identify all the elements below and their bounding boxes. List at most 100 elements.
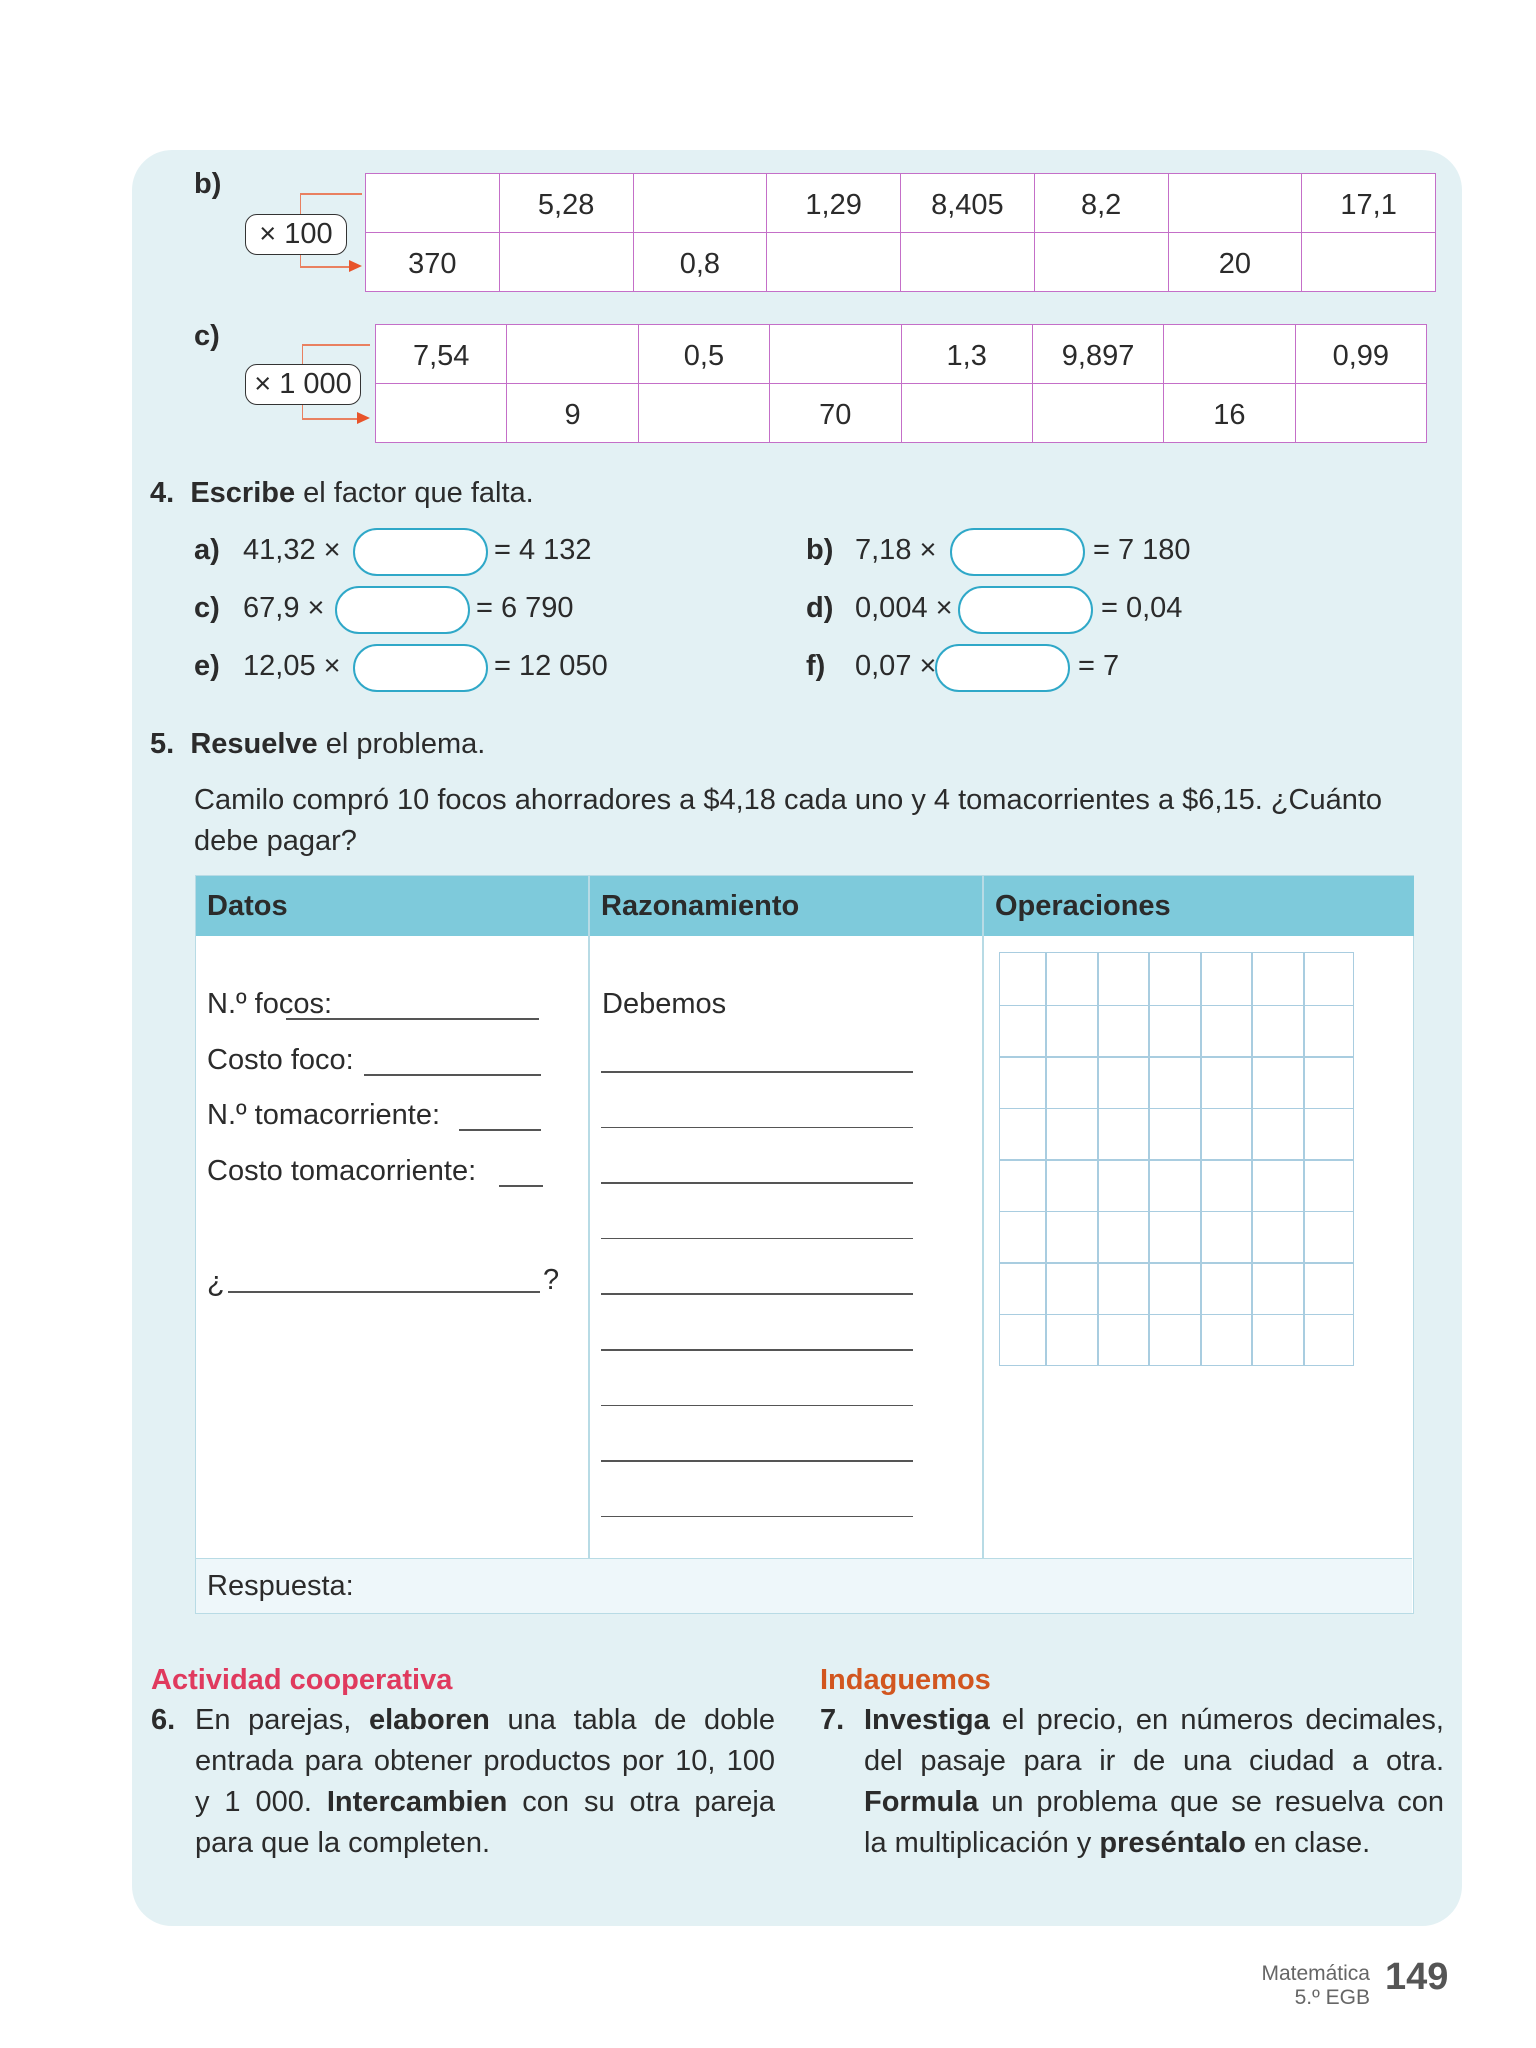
item-right: = 7 [1078, 650, 1120, 682]
exercise-6-number: 6. [151, 1704, 176, 1736]
item-label: c) [194, 592, 220, 624]
factor-input[interactable] [950, 528, 1085, 576]
table-cell[interactable] [1301, 232, 1436, 292]
datos-answer-line[interactable] [286, 1018, 539, 1020]
table-cell: 16 [1163, 383, 1296, 443]
table-cell[interactable] [1033, 232, 1169, 292]
item-right: = 12 050 [494, 650, 608, 682]
header-datos: Datos [196, 876, 589, 936]
table-cell[interactable] [632, 173, 768, 233]
table-row: 9 70 16 [374, 383, 1428, 443]
item-label-c: c) [194, 320, 220, 352]
table-row: 5,28 1,29 8,405 8,2 17,1 [365, 173, 1436, 233]
table-cell: 8,405 [900, 173, 1035, 233]
header-operaciones: Operaciones [984, 876, 1414, 936]
datos-label: Costo foco: [207, 1044, 354, 1076]
item-left: 41,32 × [243, 534, 341, 566]
table-cell: 0,8 [632, 232, 768, 292]
text-line: entrada para obtener productos por 10, 1… [195, 1745, 775, 1777]
table-cell[interactable] [365, 173, 500, 233]
item-label: e) [194, 650, 220, 682]
indaguemos-title: Indaguemos [820, 1664, 991, 1696]
table-cell[interactable] [506, 324, 639, 384]
table-cell: 1,3 [900, 324, 1033, 384]
table-cell: 9,897 [1031, 324, 1165, 384]
datos-answer-line[interactable] [459, 1129, 541, 1131]
razonamiento-line[interactable] [601, 1237, 913, 1240]
table-cell[interactable] [900, 383, 1033, 443]
razonamiento-line[interactable] [601, 1071, 913, 1073]
page-number: 149 [1385, 1956, 1449, 1998]
question-open: ¿ [207, 1266, 225, 1298]
item-label: d) [806, 592, 834, 624]
item-left: 7,18 × [855, 534, 937, 566]
table-cell[interactable] [766, 232, 901, 292]
datos-label: Costo tomacorriente: [207, 1155, 477, 1187]
table-cell: 7,54 [374, 324, 508, 384]
item-left: 0,07 × [855, 650, 937, 682]
arrow-icon [357, 412, 370, 424]
text-line: En parejas, elaboren una tabla de doble [195, 1704, 775, 1736]
table-cell[interactable] [374, 383, 508, 443]
table-cell[interactable] [1031, 383, 1165, 443]
razonamiento-start: Debemos [602, 988, 727, 1020]
datos-answer-line[interactable] [364, 1074, 541, 1076]
item-left: 67,9 × [243, 592, 325, 624]
table-cell: 0,99 [1294, 324, 1428, 384]
exercise-5-heading: 5. Resuelve el problema. [150, 728, 486, 760]
text-line: para que la completen. [195, 1827, 491, 1859]
table-c: 7,54 0,5 1,3 9,897 0,99 9 70 16 [374, 324, 1428, 443]
factor-input[interactable] [353, 528, 488, 576]
item-right: = 6 790 [476, 592, 574, 624]
question-line[interactable] [228, 1291, 540, 1293]
razonamiento-line[interactable] [601, 1515, 913, 1518]
problem-text-2: debe pagar? [194, 825, 357, 857]
exercise-7-number: 7. [820, 1704, 845, 1736]
razonamiento-line[interactable] [601, 1182, 913, 1184]
factor-input[interactable] [335, 586, 470, 634]
razonamiento-line[interactable] [601, 1404, 913, 1407]
answer-label: Respuesta: [207, 1570, 354, 1602]
razonamiento-line[interactable] [601, 1293, 913, 1295]
operations-grid[interactable] [999, 952, 1354, 1366]
text-line: del pasaje para ir de una ciudad a otra. [864, 1745, 1444, 1777]
answer-row[interactable]: Respuesta: [196, 1558, 1412, 1613]
factor-input[interactable] [353, 644, 488, 692]
factor-input[interactable] [958, 586, 1093, 634]
table-cell[interactable] [1167, 173, 1303, 233]
problem-text-1: Camilo compró 10 focos ahorradores a $4,… [194, 784, 1383, 816]
item-label: f) [806, 650, 826, 682]
multiplier-badge: × 100 [245, 214, 347, 255]
table-cell[interactable] [1163, 324, 1296, 384]
table-cell: 17,1 [1301, 173, 1436, 233]
table-cell: 370 [365, 232, 500, 292]
table-cell[interactable] [900, 232, 1035, 292]
table-cell[interactable] [498, 232, 634, 292]
table-cell[interactable] [769, 324, 902, 384]
table-cell[interactable] [637, 383, 771, 443]
razonamiento-line[interactable] [601, 1126, 913, 1129]
footer-subject: Matemática 5.º EGB [1261, 1962, 1370, 2009]
table-cell: 1,29 [766, 173, 901, 233]
item-right: = 0,04 [1101, 592, 1183, 624]
item-label: b) [806, 534, 834, 566]
table-cell: 0,5 [637, 324, 771, 384]
table-b: 5,28 1,29 8,405 8,2 17,1 370 0,8 20 [365, 173, 1436, 292]
razonamiento-line[interactable] [601, 1349, 913, 1351]
table-cell: 5,28 [498, 173, 634, 233]
factor-input[interactable] [935, 644, 1070, 692]
table-cell: 9 [506, 383, 639, 443]
table-row: 7,54 0,5 1,3 9,897 0,99 [374, 324, 1428, 384]
table-cell: 70 [769, 383, 902, 443]
arrow-icon [349, 260, 362, 272]
text-line: y 1 000. Intercambien con su otra pareja [195, 1786, 775, 1818]
exercise-4-heading: 4. Escribe el factor que falta. [150, 477, 534, 509]
razonamiento-line[interactable] [601, 1460, 913, 1462]
question-close: ? [543, 1264, 560, 1296]
item-left: 12,05 × [243, 650, 341, 682]
datos-answer-line[interactable] [499, 1185, 543, 1187]
text-line: Investiga el precio, en números decimale… [864, 1704, 1444, 1736]
item-label: a) [194, 534, 220, 566]
table-cell[interactable] [1294, 383, 1428, 443]
exercise-7-text: Investiga el precio, en números decimale… [864, 1700, 1444, 1864]
